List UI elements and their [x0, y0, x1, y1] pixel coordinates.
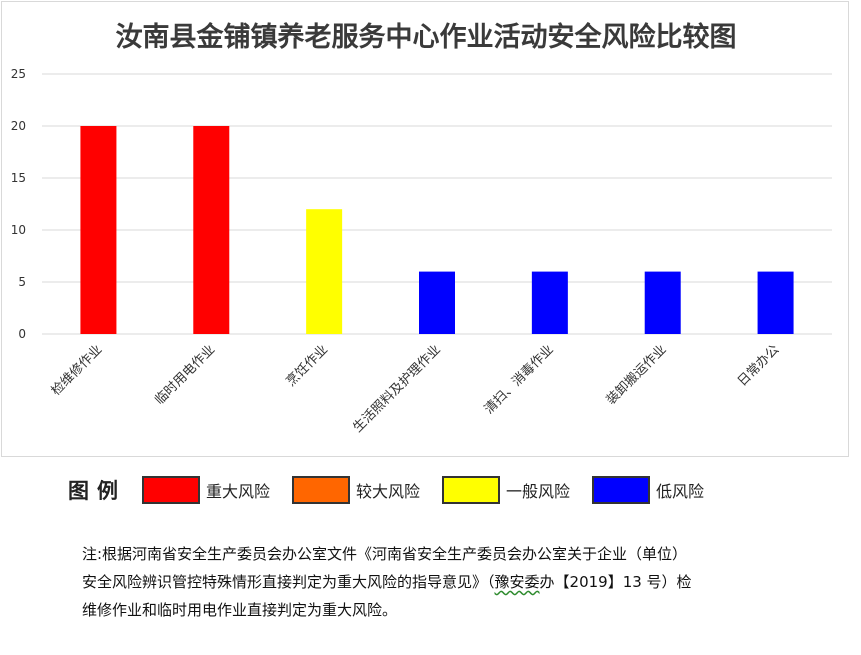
y-tick-label: 10: [11, 223, 26, 237]
bar-4: [419, 271, 455, 334]
legend-item-low-risk: 低风险: [592, 476, 704, 504]
legend-label: 低风险: [656, 482, 705, 501]
footnote-line-1: 注:根据河南省安全生产委员会办公室文件《河南省安全生产委员会办公室关于企业（单位…: [82, 545, 688, 563]
bar-7: [757, 271, 794, 334]
footnote-line-3: 维修作业和临时用电作业直接判定为重大风险。: [82, 601, 398, 619]
footnote-line-2-start: 安全风险辨识管控特殊情形直接判定为重大风险的指导意见》（: [82, 573, 495, 591]
legend-label: 重大风险: [206, 482, 271, 501]
legend-label: 较大风险: [356, 482, 421, 501]
bar-1: [80, 126, 117, 334]
bar-3: [306, 209, 343, 334]
legend-swatch: [292, 476, 351, 504]
x-category-label: 检维修作业: [49, 342, 106, 399]
bars: [80, 126, 794, 334]
y-tick-label: 25: [11, 67, 26, 81]
y-tick-label: 5: [18, 275, 26, 289]
x-category-label: 日常办公: [735, 342, 782, 389]
legend-title: 图例: [68, 479, 126, 503]
chart-frame: 汝南县金铺镇养老服务中心作业活动安全风险比较图 0 5 10 15 20 25 检维修作业…: [1, 1, 849, 457]
legend-swatch: [142, 476, 200, 504]
x-category-label: 临时用电作业: [152, 342, 218, 408]
x-axis-categories: 检维修作业 临时用电作业 烹饪作业 生活照料及护理作业 清扫、消毒作业 装卸搬运作业 日常办…: [49, 342, 783, 436]
bar-6: [644, 271, 681, 334]
legend-item-major-risk: 重大风险: [142, 476, 270, 504]
x-category-label: 生活照料及护理作业: [350, 342, 443, 435]
bar-chart: 汝南县金铺镇养老服务中心作业活动安全风险比较图 0 5 10 15 20 25 检维修作业…: [11, 21, 832, 436]
footnote-highlight: 豫安委: [494, 573, 540, 591]
legend-item-general-risk: 一般风险: [442, 476, 570, 504]
grid-lines: [42, 73, 832, 335]
y-tick-label: 20: [11, 119, 26, 133]
x-category-label: 清扫、消毒作业: [482, 342, 557, 417]
legend-item-large-risk: 较大风险: [292, 476, 420, 504]
y-tick-label: 0: [18, 327, 26, 341]
footnote: 注:根据河南省安全生产委员会办公室文件《河南省安全生产委员会办公室关于企业（单位…: [66, 540, 786, 624]
x-category-label: 烹饪作业: [284, 342, 331, 389]
legend: 图例 重大风险 较大风险 一般风险 低风险: [68, 472, 726, 508]
bar-2: [193, 126, 230, 334]
legend-swatch: [442, 476, 501, 504]
y-tick-label: 15: [11, 171, 26, 185]
x-category-label: 装卸搬运作业: [603, 342, 669, 408]
legend-label: 一般风险: [506, 482, 571, 501]
bar-5: [531, 271, 568, 334]
footnote-line-2-end: 办【2019】13 号）检: [539, 573, 692, 591]
legend-swatch: [592, 476, 651, 504]
y-axis-ticks: 0 5 10 15 20 25: [11, 67, 26, 341]
footnote-line-2: 安全风险辨识管控特殊情形直接判定为重大风险的指导意见》（豫安委办【2019】13…: [66, 568, 786, 596]
chart-title: 汝南县金铺镇养老服务中心作业活动安全风险比较图: [116, 21, 737, 53]
